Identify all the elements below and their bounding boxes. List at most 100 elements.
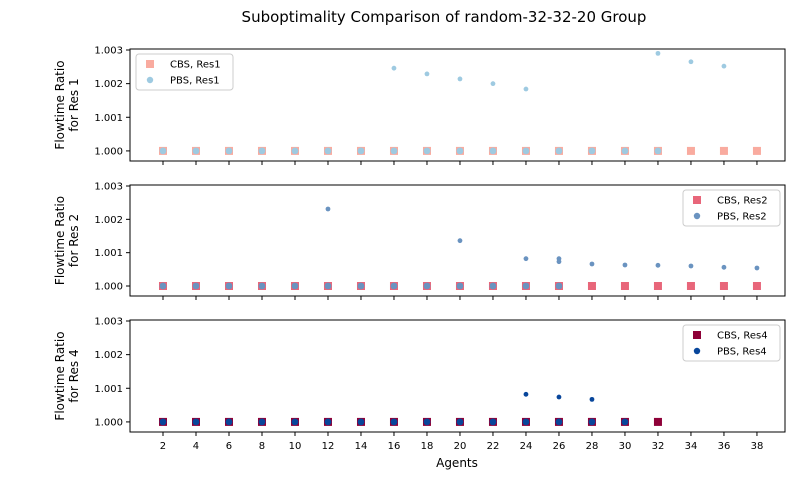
legend-box (682, 189, 781, 227)
y-tick-label: 1.002 (94, 215, 123, 226)
data-point (456, 282, 464, 290)
series-cbs-res4 (158, 417, 662, 426)
legend-marker (146, 76, 154, 84)
data-point (423, 282, 431, 290)
x-tick-label: 16 (388, 441, 401, 452)
data-point (423, 147, 431, 155)
plot-frame (129, 48, 786, 162)
plot-frame (129, 184, 786, 297)
data-point (752, 282, 761, 290)
x-tick-label: 36 (718, 441, 731, 452)
data-point (390, 418, 398, 426)
data-point (655, 262, 661, 268)
panel-1: 1.000 1.001 1.002 1.003 Flowtime Ratio for Re… (53, 46, 786, 165)
data-point (523, 256, 529, 262)
data-point (291, 282, 299, 290)
data-point (258, 418, 266, 426)
data-point (555, 418, 563, 426)
y-axis-label: Flowtime Ratio (53, 196, 67, 285)
data-point (754, 265, 760, 271)
data-point (159, 282, 167, 290)
data-point (719, 146, 728, 155)
data-point (721, 63, 727, 69)
legend-label: CBS, Res2 (717, 196, 768, 207)
data-point (225, 282, 233, 290)
y-tick-label: 1.001 (94, 113, 123, 124)
data-point (489, 418, 497, 426)
legend-label: PBS, Res1 (170, 76, 220, 87)
y-tick-label: 1.003 (94, 317, 123, 328)
data-point (655, 50, 661, 56)
data-point (523, 86, 529, 92)
data-point (556, 394, 562, 400)
x-tick-label: 20 (454, 441, 467, 452)
data-point (457, 238, 463, 244)
data-point (225, 418, 233, 426)
y-tick-label: 1.000 (94, 146, 123, 157)
data-point (688, 263, 694, 269)
data-point (686, 146, 695, 155)
data-point (588, 418, 596, 426)
legend: CBS, Res4 PBS, Res4 (682, 324, 781, 362)
y-tick-label: 1.001 (94, 384, 123, 395)
data-point (589, 261, 595, 267)
legend: CBS, Res2 PBS, Res2 (682, 189, 781, 227)
data-point (686, 282, 695, 290)
x-tick-label: 2 (160, 441, 166, 452)
data-point (390, 147, 398, 155)
data-point (653, 282, 662, 290)
data-point (159, 418, 167, 426)
x-tick-label: 18 (421, 441, 434, 452)
x-axis-ticks: 2 4 6 8 10 12 14 16 18 20 22 24 26 28 30 32 34 36 38 (160, 441, 764, 452)
panel-3: 1.000 1.001 1.002 1.003 Flowtime Ratio for Re… (53, 317, 786, 436)
data-point (490, 81, 496, 87)
x-tick-label: 22 (487, 441, 500, 452)
x-tick-label: 34 (685, 441, 698, 452)
data-point (653, 417, 662, 426)
x-tick-label: 24 (520, 441, 533, 452)
data-point (159, 147, 167, 155)
data-point (192, 418, 200, 426)
y-axis-label: Flowtime Ratio (53, 331, 67, 420)
data-point (587, 282, 596, 290)
data-point (192, 282, 200, 290)
x-tick-label: 4 (193, 441, 199, 452)
data-point (589, 396, 595, 402)
data-point (688, 59, 694, 65)
y-axis-label: for Res 1 (67, 78, 81, 131)
data-point (522, 147, 530, 155)
y-tick-label: 1.002 (94, 350, 123, 361)
data-point (621, 147, 629, 155)
data-point (258, 147, 266, 155)
y-tick-label: 1.000 (94, 282, 123, 293)
data-point (588, 147, 596, 155)
data-point (456, 147, 464, 155)
data-point (522, 282, 530, 290)
legend: CBS, Res1 PBS, Res1 (135, 53, 234, 91)
data-point (456, 418, 464, 426)
legend-label: CBS, Res1 (170, 60, 221, 71)
legend-marker (693, 331, 701, 339)
y-tick-label: 1.003 (94, 46, 123, 57)
legend-label: CBS, Res4 (717, 331, 768, 342)
y-tick-label: 1.001 (94, 248, 123, 259)
x-tick-label: 12 (322, 441, 335, 452)
data-point (325, 206, 331, 212)
series-pbs-res4 (159, 391, 629, 426)
data-point (258, 282, 266, 290)
x-tick-label: 8 (259, 441, 265, 452)
x-tick-label: 32 (652, 441, 665, 452)
legend-box (135, 53, 234, 91)
data-point (721, 264, 727, 270)
data-point (192, 147, 200, 155)
x-tick-label: 10 (289, 441, 302, 452)
data-point (391, 65, 397, 71)
y-tick-label: 1.002 (94, 79, 123, 90)
x-axis-label: Agents (436, 456, 478, 470)
data-point (357, 418, 365, 426)
data-point (424, 71, 430, 77)
legend-label: PBS, Res4 (717, 347, 767, 358)
y-axis-label: for Res 2 (67, 214, 81, 267)
data-point (357, 147, 365, 155)
